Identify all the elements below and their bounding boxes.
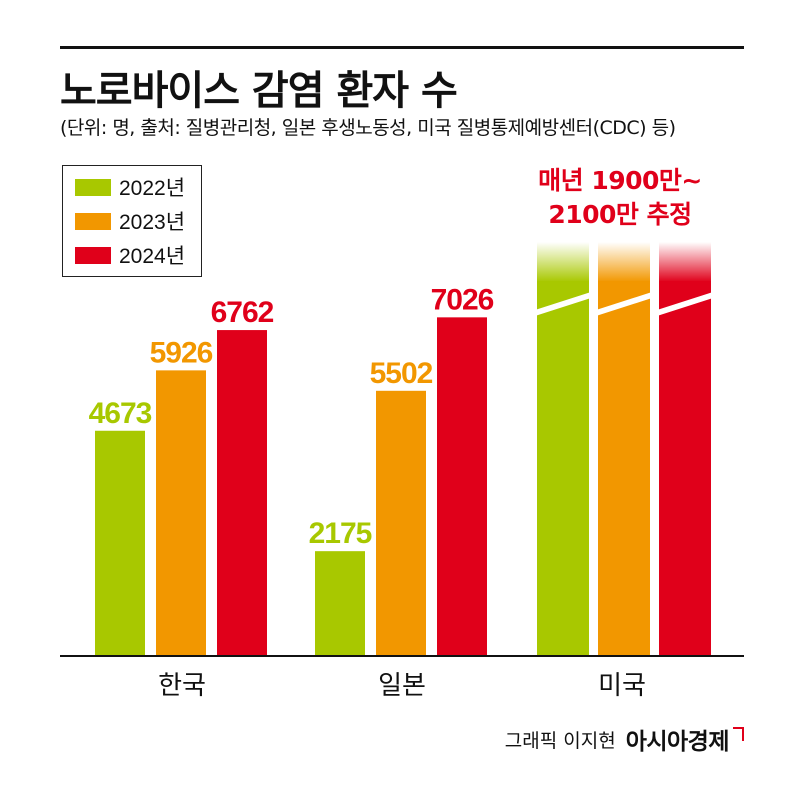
legend-label-2024: 2024년 [119,245,186,268]
bar-break-2-2 [657,292,713,316]
bar-1-2 [437,317,487,656]
legend: 2022년 2023년 2024년 [62,165,202,277]
bar-0-1 [156,370,206,656]
brand-logo: 아시아경제 [625,729,730,755]
bar-1-1 [376,390,426,656]
credit: 그래픽 이지현 아시아경제 [505,722,744,756]
legend-item-2022: 2022년 [75,172,185,202]
value-label-0-1: 5926 [150,336,213,369]
value-label-0-0: 4673 [89,397,152,430]
legend-item-2023: 2023년 [75,206,185,236]
category-label-usa: 미국 [598,671,646,701]
brand-mark-icon [733,727,744,741]
bar-0-2 [217,330,267,656]
bar-2-1 [598,281,650,656]
category-label-korea: 한국 [158,671,206,701]
bar-2-2 [659,281,711,656]
top-rule [60,46,744,49]
category-label-japan: 일본 [378,671,426,701]
bar-break-2-1 [596,292,652,316]
legend-label-2023: 2023년 [119,211,186,234]
value-label-1-1: 5502 [370,357,433,390]
legend-swatch-2024 [75,246,111,264]
legend-swatch-2022 [75,178,111,196]
bar-1-0 [315,551,365,656]
bar-break-2-0 [535,292,591,316]
us-estimate-line1: 매년 1900만~ [538,166,702,195]
us-estimate-note: 매년 1900만~ 2100만 추정 [520,164,720,232]
value-label-1-2: 7026 [431,283,494,316]
bar-0-0 [95,430,145,656]
legend-label-2022: 2022년 [119,177,186,200]
value-label-1-0: 2175 [309,517,372,550]
value-label-0-2: 6762 [211,296,274,329]
chart-title: 노로바이스 감염 환자 수 [60,68,458,114]
bar-fade-2-1 [598,242,650,282]
us-estimate-line2: 2100만 추정 [548,200,692,229]
chart-subtitle: (단위: 명, 출처: 질병관리청, 일본 후생노동성, 미국 질병통제예방센터… [60,117,676,139]
legend-swatch-2023 [75,212,111,230]
bar-fade-2-2 [659,242,711,282]
legend-item-2024: 2024년 [75,240,185,270]
bar-2-0 [537,281,589,656]
bar-fade-2-0 [537,242,589,282]
credit-text: 그래픽 이지현 [504,729,616,752]
